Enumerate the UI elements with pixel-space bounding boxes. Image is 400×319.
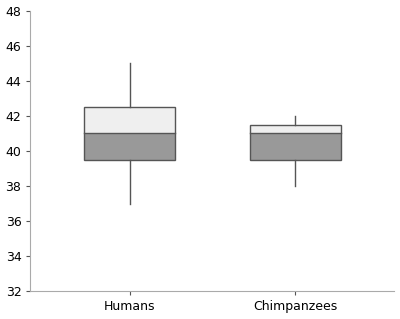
Bar [250, 133, 341, 160]
Bar [250, 125, 341, 133]
Bar [84, 107, 175, 133]
Bar [250, 125, 341, 160]
Bar [84, 107, 175, 160]
Bar [84, 133, 175, 160]
